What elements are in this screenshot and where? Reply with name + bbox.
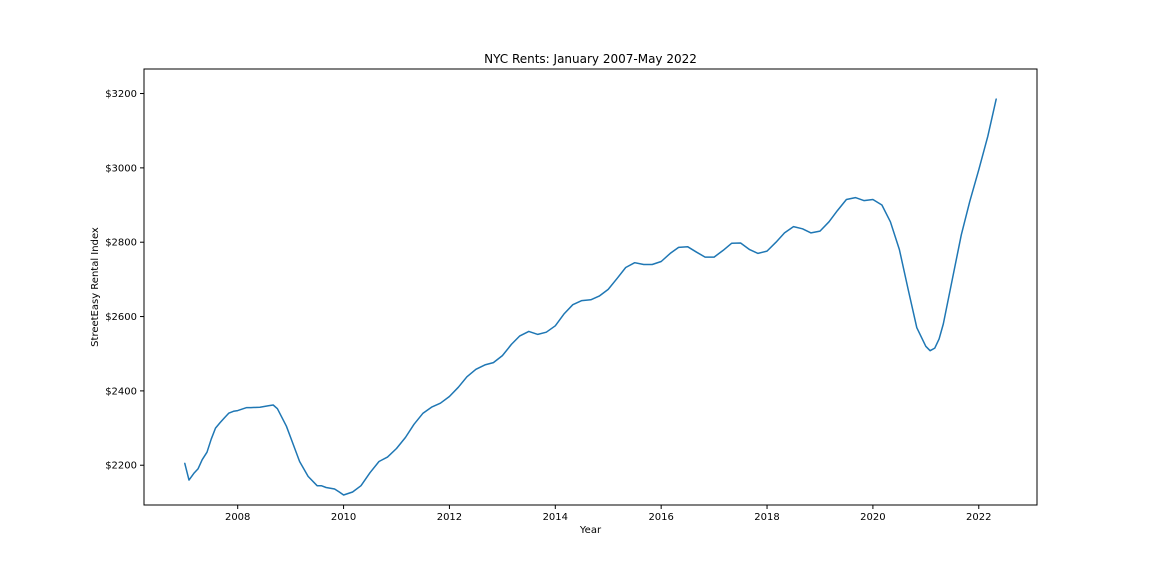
plot-area: 2008 2010 2012 2014 2016 2018 2020 2022 $2200 $24… xyxy=(105,89,997,523)
x-tick-label: 2012 xyxy=(437,512,462,523)
x-tick-label: 2016 xyxy=(648,512,673,523)
y-tick-label: $3000 xyxy=(105,163,137,174)
axes-frame xyxy=(143,68,1038,506)
x-axis-label: Year xyxy=(579,525,602,536)
y-tick-label: $2800 xyxy=(105,238,137,249)
x-tick-label: 2014 xyxy=(543,512,568,523)
y-tick-label: $2600 xyxy=(105,312,137,323)
rent-index-line xyxy=(184,98,997,496)
x-tick-label: 2020 xyxy=(860,512,885,523)
x-tick-label: 2018 xyxy=(754,512,779,523)
y-tick-label: $2400 xyxy=(105,386,137,397)
chart-title: NYC Rents: January 2007-May 2022 xyxy=(484,52,697,66)
x-tick-label: 2010 xyxy=(331,512,356,523)
x-tick-label: 2008 xyxy=(225,512,250,523)
y-tick-label: $2200 xyxy=(105,461,137,472)
x-tick-label: 2022 xyxy=(966,512,991,523)
y-axis-label: StreetEasy Rental Index xyxy=(90,227,101,347)
y-tick-label: $3200 xyxy=(105,89,137,100)
